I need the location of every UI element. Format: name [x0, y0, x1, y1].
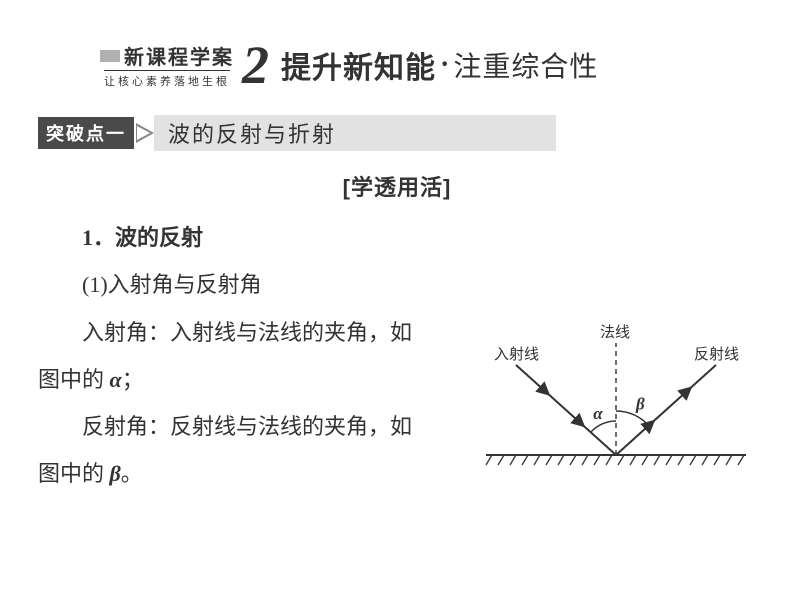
- line-4b-post: 。: [121, 461, 143, 486]
- breakpoint-topic: 波的反射与折射: [154, 115, 556, 151]
- line-3b-post: ；: [122, 367, 144, 392]
- header-dot: ·: [440, 49, 449, 81]
- header-subtitle: 让核心素养落地生根: [104, 70, 230, 89]
- svg-text:α: α: [593, 404, 603, 423]
- reflection-diagram: α β 入射线 法线反射线: [466, 315, 766, 485]
- decor-bar: [100, 50, 120, 62]
- section-subhead: [学透用活]: [0, 170, 794, 202]
- breakpoint-label: 突破点一: [38, 117, 134, 149]
- body-wrap: 入射角：入射线与法线的夹角，如 图中的 α； 反射角：反射线与法线的夹角，如 图…: [38, 309, 756, 498]
- content-block: 1．波的反射 (1)入射角与反射角 入射角：入射线与法线的夹角，如 图中的 α；…: [38, 214, 756, 498]
- svg-text:反射线: 反射线: [694, 346, 739, 363]
- header-small-title: 新课程学案: [124, 41, 234, 70]
- beta-symbol: β: [110, 461, 121, 486]
- page-header: 新课程学案 让核心素养落地生根 2 提升新知能 · 注重综合性: [100, 38, 734, 92]
- breakpoint-row: 突破点一 波的反射与折射: [38, 118, 556, 148]
- header-sub: 注重综合性: [453, 45, 598, 85]
- header-left-top: 新课程学案: [100, 41, 234, 70]
- svg-text:入射线: 入射线: [494, 346, 539, 363]
- svg-text:法线: 法线: [600, 324, 630, 341]
- line-3a: 入射角：入射线与法线的夹角，如: [38, 309, 478, 356]
- svg-text:β: β: [635, 394, 645, 413]
- line-1: 1．波的反射: [38, 214, 756, 261]
- line-3b: 图中的 α；: [38, 356, 478, 403]
- body-text: 入射角：入射线与法线的夹角，如 图中的 α； 反射角：反射线与法线的夹角，如 图…: [38, 309, 478, 498]
- header-main: 提升新知能: [281, 43, 436, 87]
- line-3b-pre: 图中的: [38, 367, 110, 392]
- line-4b: 图中的 β。: [38, 450, 478, 497]
- alpha-symbol: α: [110, 367, 122, 392]
- header-left-block: 新课程学案 让核心素养落地生根: [100, 41, 234, 89]
- line-4a: 反射角：反射线与法线的夹角，如: [38, 403, 478, 450]
- header-number: 2: [242, 38, 269, 92]
- triangle-icon: [136, 123, 154, 143]
- line-2: (1)入射角与反射角: [38, 261, 756, 308]
- line-4b-pre: 图中的: [38, 461, 110, 486]
